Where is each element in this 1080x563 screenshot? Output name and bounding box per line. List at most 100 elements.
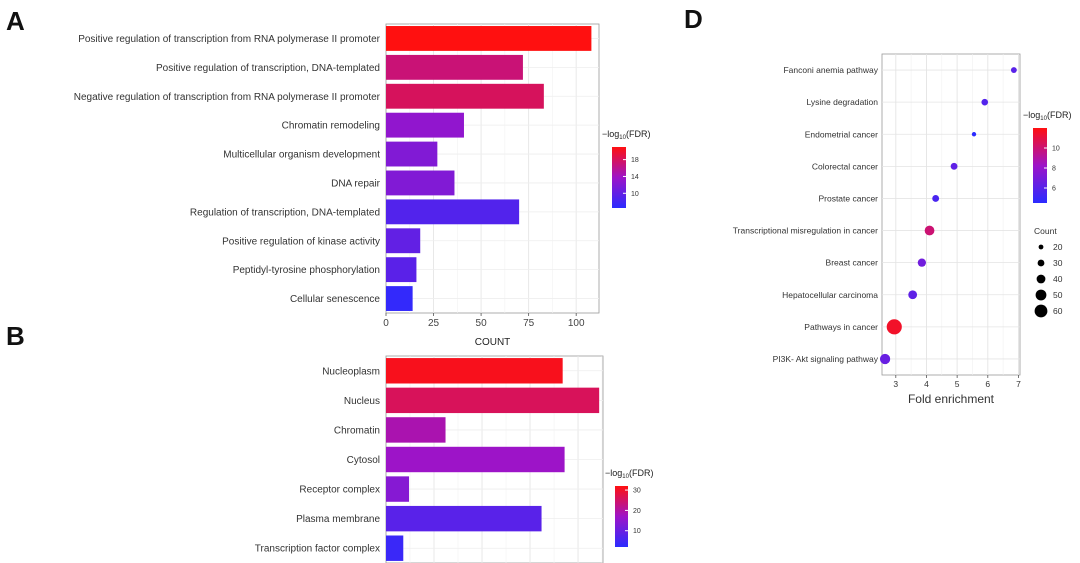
chart-b-go-cellular-component: Nucleoplasm Nucleus Chromatin Cytosol Recept… [255, 355, 653, 563]
chart-d-point [950, 162, 958, 170]
chart-d-size-legend-value: 30 [1053, 258, 1063, 268]
chart-b-category-label: Chromatin [334, 425, 380, 436]
chart-a-category-label: DNA repair [331, 178, 381, 189]
chart-d-point [924, 225, 935, 236]
chart-d-size-legend-dot [1034, 304, 1048, 318]
chart-a-bar [386, 199, 520, 225]
chart-d-x-tick: 5 [955, 379, 960, 389]
chart-d-kegg-pathways: Fanconi anemia pathway Lysine degradation… [733, 53, 1071, 406]
chart-b-bar [386, 476, 410, 502]
chart-a-bar [386, 54, 523, 80]
chart-d-x-tick: 6 [985, 379, 990, 389]
chart-a-category-label: Regulation of transcription, DNA-templat… [190, 207, 380, 218]
chart-d-category-label: Hepatocellular carcinoma [782, 290, 878, 300]
chart-a-legend-tick: 14 [631, 174, 639, 181]
chart-b-category-label: Cytosol [347, 455, 380, 466]
chart-d-point [879, 353, 891, 365]
chart-a-category-label: Positive regulation of kinase activity [222, 236, 380, 247]
chart-a-legend-tick: 18 [631, 157, 639, 164]
chart-b-bar [386, 446, 565, 473]
chart-d-x-tick: 7 [1016, 379, 1021, 389]
chart-a-category-label: Multicellular organism development [223, 150, 380, 161]
chart-a-category-label: Negative regulation of transcription fro… [74, 92, 381, 103]
chart-a-category-label: Positive regulation of transcription fro… [78, 34, 380, 45]
chart-b-category-label: Nucleus [344, 396, 380, 407]
chart-b-bar [386, 505, 542, 532]
chart-d-point [908, 290, 918, 300]
panel-label-d: D [684, 4, 703, 34]
chart-d-size-legend-value: 60 [1053, 306, 1063, 316]
chart-b-bar [386, 535, 404, 561]
chart-d-plot-area [881, 53, 1021, 376]
chart-d-size-legend-value: 50 [1053, 290, 1063, 300]
chart-a-go-biological-process: Positive regulation of transcription fro… [74, 23, 650, 348]
chart-d-size-legend-dot [1036, 274, 1046, 284]
chart-d-point [1010, 67, 1017, 73]
chart-b-category-label: Nucleoplasm [322, 366, 380, 377]
chart-d-legend-tick: 6 [1052, 186, 1056, 193]
chart-d-legend-tick: 10 [1052, 146, 1060, 153]
chart-a-x-axis-title: COUNT [475, 337, 511, 348]
chart-d-category-label: Colorectal cancer [812, 161, 878, 171]
chart-b-category-label: Transcription factor complex [255, 544, 380, 555]
chart-d-point [886, 319, 902, 335]
chart-a-legend-tick: 10 [631, 191, 639, 198]
chart-d-size-legend-title: Count [1034, 226, 1057, 236]
chart-d-size-legend-value: 20 [1053, 242, 1063, 252]
chart-d-category-label: Pathways in cancer [804, 322, 878, 332]
chart-d-category-label: Breast cancer [826, 258, 879, 268]
chart-a-bar [386, 112, 464, 138]
chart-a-category-label: Peptidyl-tyrosine phosphorylation [233, 265, 380, 276]
panel-label-b: B [6, 321, 25, 351]
chart-b-category-label: Plasma membrane [296, 514, 380, 525]
chart-a-colorbar [612, 147, 626, 208]
chart-b-bar [386, 387, 600, 414]
chart-a-bar [386, 83, 544, 109]
chart-a-bar [386, 257, 417, 283]
chart-d-category-label: Prostate cancer [818, 193, 878, 203]
chart-d-x-tick: 4 [924, 379, 929, 389]
chart-d-point [971, 132, 977, 137]
chart-b-legend-tick: 30 [633, 488, 641, 495]
chart-b-category-label: Receptor complex [299, 485, 380, 496]
chart-d-size-legend-dot [1038, 244, 1044, 250]
chart-a-legend-title: −log10(FDR) [602, 129, 650, 141]
chart-a-x-tick: 0 [383, 318, 389, 329]
chart-d-size-legend-value: 40 [1053, 274, 1063, 284]
chart-d-category-label: Transcriptional misregulation in cancer [733, 226, 878, 236]
chart-d-legend-title: −log10(FDR) [1023, 110, 1071, 122]
chart-a-category-label: Chromatin remodeling [282, 121, 380, 132]
chart-b-bar [386, 358, 563, 384]
chart-a-x-tick: 50 [476, 318, 488, 329]
panel-label-a: A [6, 6, 25, 36]
chart-a-x-tick: 25 [428, 318, 440, 329]
chart-d-size-legend-dot [1037, 259, 1045, 267]
chart-d-category-label: Lysine degradation [806, 97, 878, 107]
chart-d-category-label: Endometrial cancer [805, 129, 878, 139]
chart-d-x-axis-title: Fold enrichment [908, 392, 995, 406]
chart-b-colorbar [615, 486, 628, 547]
chart-a-x-tick: 75 [523, 318, 535, 329]
chart-a-bar [386, 286, 413, 311]
chart-a-bar [386, 228, 421, 254]
chart-d-legend-tick: 8 [1052, 166, 1056, 173]
chart-d-colorbar [1033, 128, 1047, 203]
chart-a-bar [386, 170, 455, 196]
chart-b-bar [386, 417, 446, 443]
chart-d-category-label: PI3K- Akt signaling pathway [773, 354, 879, 364]
chart-d-category-label: Fanconi anemia pathway [783, 65, 878, 75]
chart-b-legend-title: −log10(FDR) [605, 468, 653, 480]
chart-b-legend-tick: 20 [633, 508, 641, 515]
chart-a-bar [386, 26, 592, 51]
chart-d-x-tick: 3 [893, 379, 898, 389]
chart-d-point [981, 98, 989, 106]
chart-a-category-label: Positive regulation of transcription, DN… [156, 63, 380, 74]
chart-a-x-tick: 100 [568, 318, 585, 329]
chart-a-bar [386, 141, 438, 167]
chart-d-size-legend-dot [1035, 289, 1047, 301]
chart-a-category-label: Cellular senescence [290, 294, 380, 305]
chart-d-point [932, 195, 940, 202]
chart-b-legend-tick: 10 [633, 528, 641, 535]
chart-d-point [917, 258, 927, 267]
